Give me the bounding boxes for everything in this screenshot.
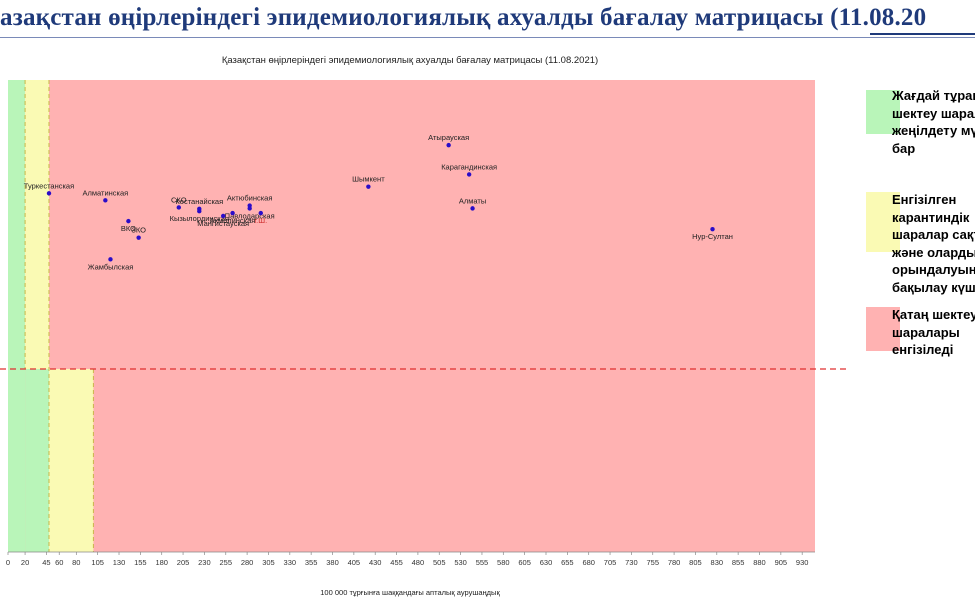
x-tick-label: 830 [711, 558, 724, 567]
data-label: Алматинская [82, 188, 128, 197]
data-label: Нур-Султан [692, 232, 733, 241]
zone-yellow-lower [48, 369, 94, 552]
x-tick-label: 155 [134, 558, 147, 567]
chart-title: Қазақстан өңірлеріндегі эпидемиологиялық… [222, 55, 598, 66]
x-tick-label: 60 [55, 558, 63, 567]
x-tick-label: 455 [390, 558, 403, 567]
x-tick-label: 205 [177, 558, 190, 567]
data-point [197, 209, 202, 214]
page-title: азақстан өңірлеріндегі эпидемиологиялық … [0, 4, 927, 31]
data-label: Актюбинская [227, 194, 272, 203]
x-axis-label: 100 000 тұрғынға шаққандағы апталық ауру… [320, 588, 500, 597]
zone-green [8, 80, 26, 552]
x-tick-label: 280 [241, 558, 254, 567]
zone-red [8, 80, 815, 552]
data-label: Алматы [459, 196, 486, 205]
title-divider [0, 37, 975, 38]
risk-zones [8, 80, 815, 552]
x-tick-label: 855 [732, 558, 745, 567]
x-tick-label: 80 [72, 558, 80, 567]
data-label: ЗКО [131, 226, 146, 235]
legend-label-yellow: Енгізілген карантиндік шаралар сақт және… [892, 192, 975, 295]
x-tick-label: 430 [369, 558, 382, 567]
data-label: Туркестанская [24, 181, 74, 190]
x-tick-label: 805 [689, 558, 702, 567]
data-label: г.Ш. [254, 216, 267, 225]
data-label: Шымкент [352, 175, 385, 184]
data-point [103, 198, 108, 203]
x-tick-label: 380 [326, 558, 339, 567]
x-tick-label: 355 [305, 558, 318, 567]
legend-label-red: Қатаң шектеу шаралары енгізіледі [892, 307, 975, 357]
data-label: Кызылординская [170, 214, 229, 223]
data-label: ВКО [121, 224, 136, 233]
x-tick-label: 230 [198, 558, 211, 567]
x-tick-label: 630 [540, 558, 553, 567]
legend-swatch-red [866, 307, 900, 351]
data-point [258, 210, 263, 216]
data-point [710, 226, 715, 232]
data-point [446, 142, 451, 148]
x-tick-label: 180 [155, 558, 168, 567]
x-tick-label: 755 [646, 558, 659, 567]
zone-yellow-upper [25, 80, 49, 369]
x-tick-label: 555 [476, 558, 489, 567]
x-tick-label: 45 [42, 558, 50, 567]
data-point [366, 184, 371, 189]
x-tick-label: 905 [775, 558, 788, 567]
x-tick-label: 780 [668, 558, 681, 567]
data-point [470, 206, 475, 211]
x-tick-label: 530 [454, 558, 467, 567]
x-tick-label: 605 [518, 558, 531, 567]
x-tick-label: 405 [348, 558, 361, 567]
x-tick-label: 930 [796, 558, 809, 567]
data-label: Мангистауская [197, 219, 249, 228]
legend-label-green: Жағдай тұрақ шектеу шарал жеңілдету мүм … [892, 88, 975, 156]
zone-green-lower [25, 369, 49, 552]
data-label: СКО [171, 195, 187, 204]
data-point [126, 218, 131, 224]
x-tick-label: 330 [284, 558, 297, 567]
x-tick-label: 580 [497, 558, 510, 567]
data-label: Карагандинская [441, 162, 497, 171]
legend-swatch-green [866, 90, 900, 134]
data-label: Жамбылская [88, 262, 134, 271]
x-tick-label: 655 [561, 558, 574, 567]
x-tick-label: 505 [433, 558, 446, 567]
x-tick-label: 305 [262, 558, 275, 567]
x-tick-label: 255 [220, 558, 233, 567]
data-point [108, 257, 113, 262]
x-tick-label: 730 [625, 558, 638, 567]
data-label: Акмолинская [210, 216, 256, 225]
data-label: Костанайская [175, 197, 223, 206]
x-tick-label: 20 [21, 558, 29, 567]
title-underline [870, 33, 975, 35]
data-point [247, 206, 252, 211]
data-label: Атырауская [428, 133, 469, 142]
data-point [136, 235, 141, 240]
x-tick-label: 880 [753, 558, 766, 567]
epidemiology-scatter-chart: Қазақстан өңірлеріндегі эпидемиологиялық… [0, 55, 848, 597]
x-tick-label: 105 [91, 558, 104, 567]
data-point [176, 205, 181, 210]
x-tick-label: 0 [6, 558, 10, 567]
x-tick-label: 705 [604, 558, 617, 567]
data-point [46, 191, 52, 196]
x-tick-label: 130 [113, 558, 126, 567]
x-axis: 0 20 45 60 80 105 130 155 180 205 230 255 280 305 330 3… [6, 551, 815, 567]
data-point [230, 210, 235, 216]
x-tick-label: 680 [582, 558, 595, 567]
data-point [221, 213, 226, 219]
data-label: Павлодарская [225, 211, 275, 220]
x-tick-label: 480 [412, 558, 425, 567]
legend-swatch-yellow [866, 192, 900, 252]
data-point [466, 172, 472, 177]
